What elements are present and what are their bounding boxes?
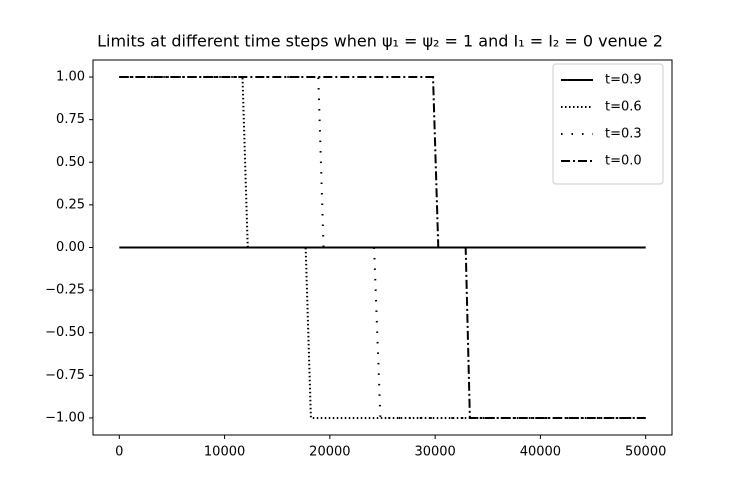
y-tick-label: −0.75 xyxy=(45,368,85,383)
legend-box xyxy=(552,63,664,185)
series-line xyxy=(119,76,646,419)
y-tick-label: −1.00 xyxy=(45,410,85,425)
legend-label: t=0.9 xyxy=(605,73,642,88)
x-tick-label: 0 xyxy=(115,445,123,460)
x-tick-label: 20000 xyxy=(309,445,350,460)
legend-label: t=0.3 xyxy=(605,127,642,142)
y-tick-label: 1.00 xyxy=(56,70,85,85)
legend-label: t=0.6 xyxy=(605,100,642,115)
y-tick-label: 0.50 xyxy=(56,155,85,170)
y-tick-label: 0.75 xyxy=(56,112,85,127)
legend-label: t=0.0 xyxy=(605,154,642,169)
y-tick-label: −0.50 xyxy=(45,325,85,340)
plot-frame xyxy=(92,59,673,436)
x-tick-label: 40000 xyxy=(520,445,561,460)
y-tick-label: −0.25 xyxy=(45,283,85,298)
chart-title: Limits at different time steps when ψ₁ =… xyxy=(97,32,663,51)
x-tick-label: 30000 xyxy=(414,445,455,460)
x-tick-label: 50000 xyxy=(625,445,666,460)
x-tick-label: 10000 xyxy=(204,445,245,460)
y-tick-label: 0.00 xyxy=(56,240,85,255)
y-tick-label: 0.25 xyxy=(56,197,85,212)
